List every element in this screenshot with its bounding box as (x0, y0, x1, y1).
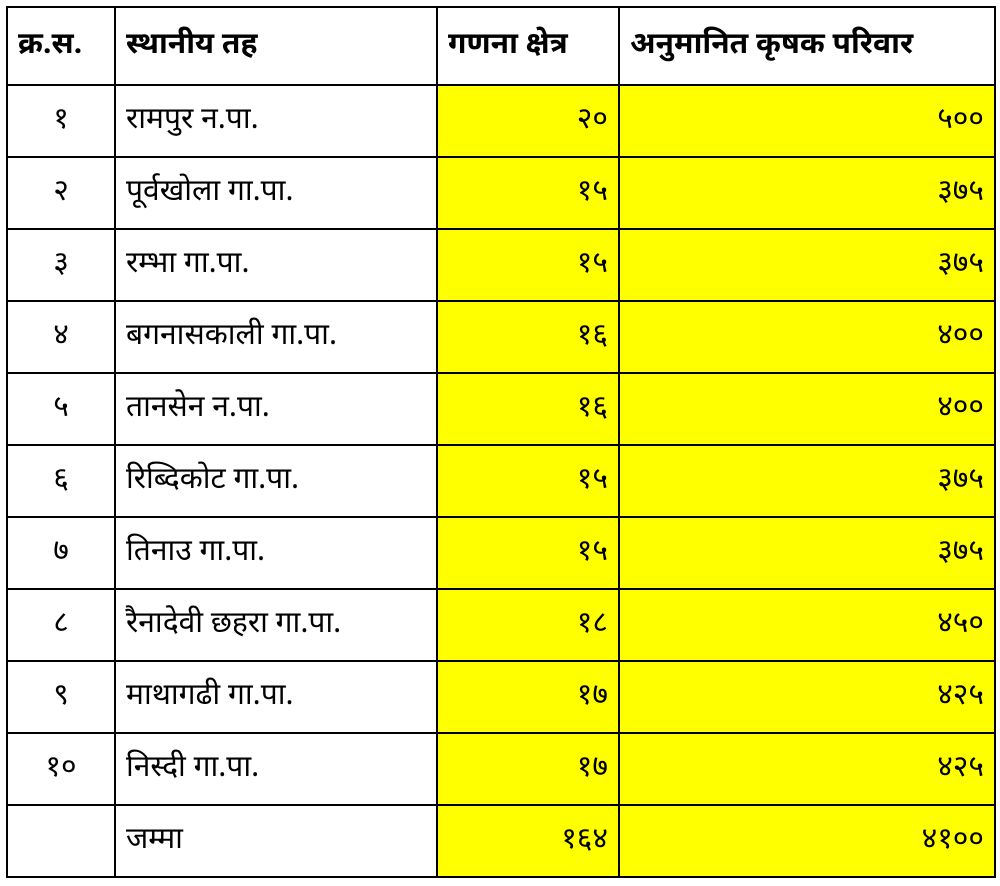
cell-fam: ४२५ (619, 661, 995, 733)
cell-area: १६४ (437, 805, 619, 877)
cell-area: १५ (437, 157, 619, 229)
cell-sn: ३ (7, 229, 115, 301)
cell-name: जम्मा (115, 805, 437, 877)
cell-name: रम्भा गा.पा. (115, 229, 437, 301)
cell-fam: ४०० (619, 373, 995, 445)
cell-fam: ४२५ (619, 733, 995, 805)
cell-name: रिब्दिकोट गा.पा. (115, 445, 437, 517)
table-row: ४ बगनासकाली गा.पा. १६ ४०० (7, 301, 995, 373)
table-row: ५ तानसेन न.पा. १६ ४०० (7, 373, 995, 445)
cell-name: तानसेन न.पा. (115, 373, 437, 445)
cell-name: माथागढी गा.पा. (115, 661, 437, 733)
cell-sn (7, 805, 115, 877)
cell-fam: ४५० (619, 589, 995, 661)
data-table: क्र.स. स्थानीय तह गणना क्षेत्र अनुमानित … (6, 6, 996, 878)
table-row: १ रामपुर न.पा. २० ५०० (7, 85, 995, 157)
cell-fam: ४१०० (619, 805, 995, 877)
cell-name: रैनादेवी छहरा गा.पा. (115, 589, 437, 661)
cell-sn: १० (7, 733, 115, 805)
cell-sn: ८ (7, 589, 115, 661)
table-row: ३ रम्भा गा.पा. १५ ३७५ (7, 229, 995, 301)
cell-area: १५ (437, 517, 619, 589)
cell-name: तिनाउ गा.पा. (115, 517, 437, 589)
cell-name: निस्दी गा.पा. (115, 733, 437, 805)
table-row: ७ तिनाउ गा.पा. १५ ३७५ (7, 517, 995, 589)
cell-area: १५ (437, 229, 619, 301)
cell-sn: १ (7, 85, 115, 157)
cell-area: १६ (437, 301, 619, 373)
table-row-total: जम्मा १६४ ४१०० (7, 805, 995, 877)
table-header-row: क्र.स. स्थानीय तह गणना क्षेत्र अनुमानित … (7, 7, 995, 85)
cell-fam: ४०० (619, 301, 995, 373)
cell-sn: ७ (7, 517, 115, 589)
cell-fam: ३७५ (619, 157, 995, 229)
cell-area: १७ (437, 661, 619, 733)
cell-area: १५ (437, 445, 619, 517)
col-header-area: गणना क्षेत्र (437, 7, 619, 85)
cell-sn: ९ (7, 661, 115, 733)
cell-area: २० (437, 85, 619, 157)
cell-name: पूर्वखोला गा.पा. (115, 157, 437, 229)
cell-sn: २ (7, 157, 115, 229)
cell-name: रामपुर न.पा. (115, 85, 437, 157)
cell-sn: ६ (7, 445, 115, 517)
table-row: ६ रिब्दिकोट गा.पा. १५ ३७५ (7, 445, 995, 517)
cell-area: १६ (437, 373, 619, 445)
cell-name: बगनासकाली गा.पा. (115, 301, 437, 373)
table-row: १० निस्दी गा.पा. १७ ४२५ (7, 733, 995, 805)
cell-sn: ४ (7, 301, 115, 373)
table-row: ८ रैनादेवी छहरा गा.पा. १८ ४५० (7, 589, 995, 661)
cell-area: १७ (437, 733, 619, 805)
col-header-name: स्थानीय तह (115, 7, 437, 85)
cell-fam: ३७५ (619, 229, 995, 301)
cell-sn: ५ (7, 373, 115, 445)
cell-area: १८ (437, 589, 619, 661)
cell-fam: ५०० (619, 85, 995, 157)
col-header-fam: अनुमानित कृषक परिवार (619, 7, 995, 85)
table-row: २ पूर्वखोला गा.पा. १५ ३७५ (7, 157, 995, 229)
table-row: ९ माथागढी गा.पा. १७ ४२५ (7, 661, 995, 733)
cell-fam: ३७५ (619, 445, 995, 517)
col-header-sn: क्र.स. (7, 7, 115, 85)
cell-fam: ३७५ (619, 517, 995, 589)
